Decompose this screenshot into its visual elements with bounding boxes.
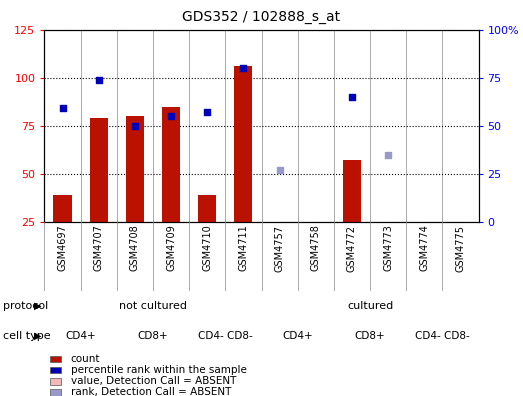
Text: count: count [71,354,100,364]
Bar [126,116,144,222]
Bar [343,160,361,222]
Bar [234,66,253,222]
Text: cultured: cultured [347,301,393,311]
Text: CD4+: CD4+ [282,331,313,341]
Text: cell type: cell type [3,331,50,341]
Text: CD8+: CD8+ [138,331,168,341]
Text: CD4- CD8-: CD4- CD8- [415,331,470,341]
Bar [379,222,397,241]
Point [384,151,392,158]
Text: GDS352 / 102888_s_at: GDS352 / 102888_s_at [183,10,340,24]
Text: rank, Detection Call = ABSENT: rank, Detection Call = ABSENT [71,387,231,396]
Text: protocol: protocol [3,301,48,311]
Text: ▶: ▶ [34,301,41,311]
Bar [89,118,108,222]
Bar [198,195,217,222]
Bar [53,195,72,222]
Text: percentile rank within the sample: percentile rank within the sample [71,365,246,375]
Bar [162,107,180,222]
Point [348,94,356,100]
Point [167,113,175,119]
Text: not cultured: not cultured [119,301,187,311]
Bar [306,222,325,264]
Text: CD8+: CD8+ [355,331,385,341]
Text: ▶: ▶ [34,331,41,341]
Text: CD4+: CD4+ [65,331,96,341]
Point [95,76,103,83]
Point [131,122,139,129]
Text: CD4- CD8-: CD4- CD8- [198,331,253,341]
Text: value, Detection Call = ABSENT: value, Detection Call = ABSENT [71,376,236,386]
Point [203,109,211,116]
Point [239,65,247,71]
Point [59,105,67,112]
Point [276,167,284,173]
